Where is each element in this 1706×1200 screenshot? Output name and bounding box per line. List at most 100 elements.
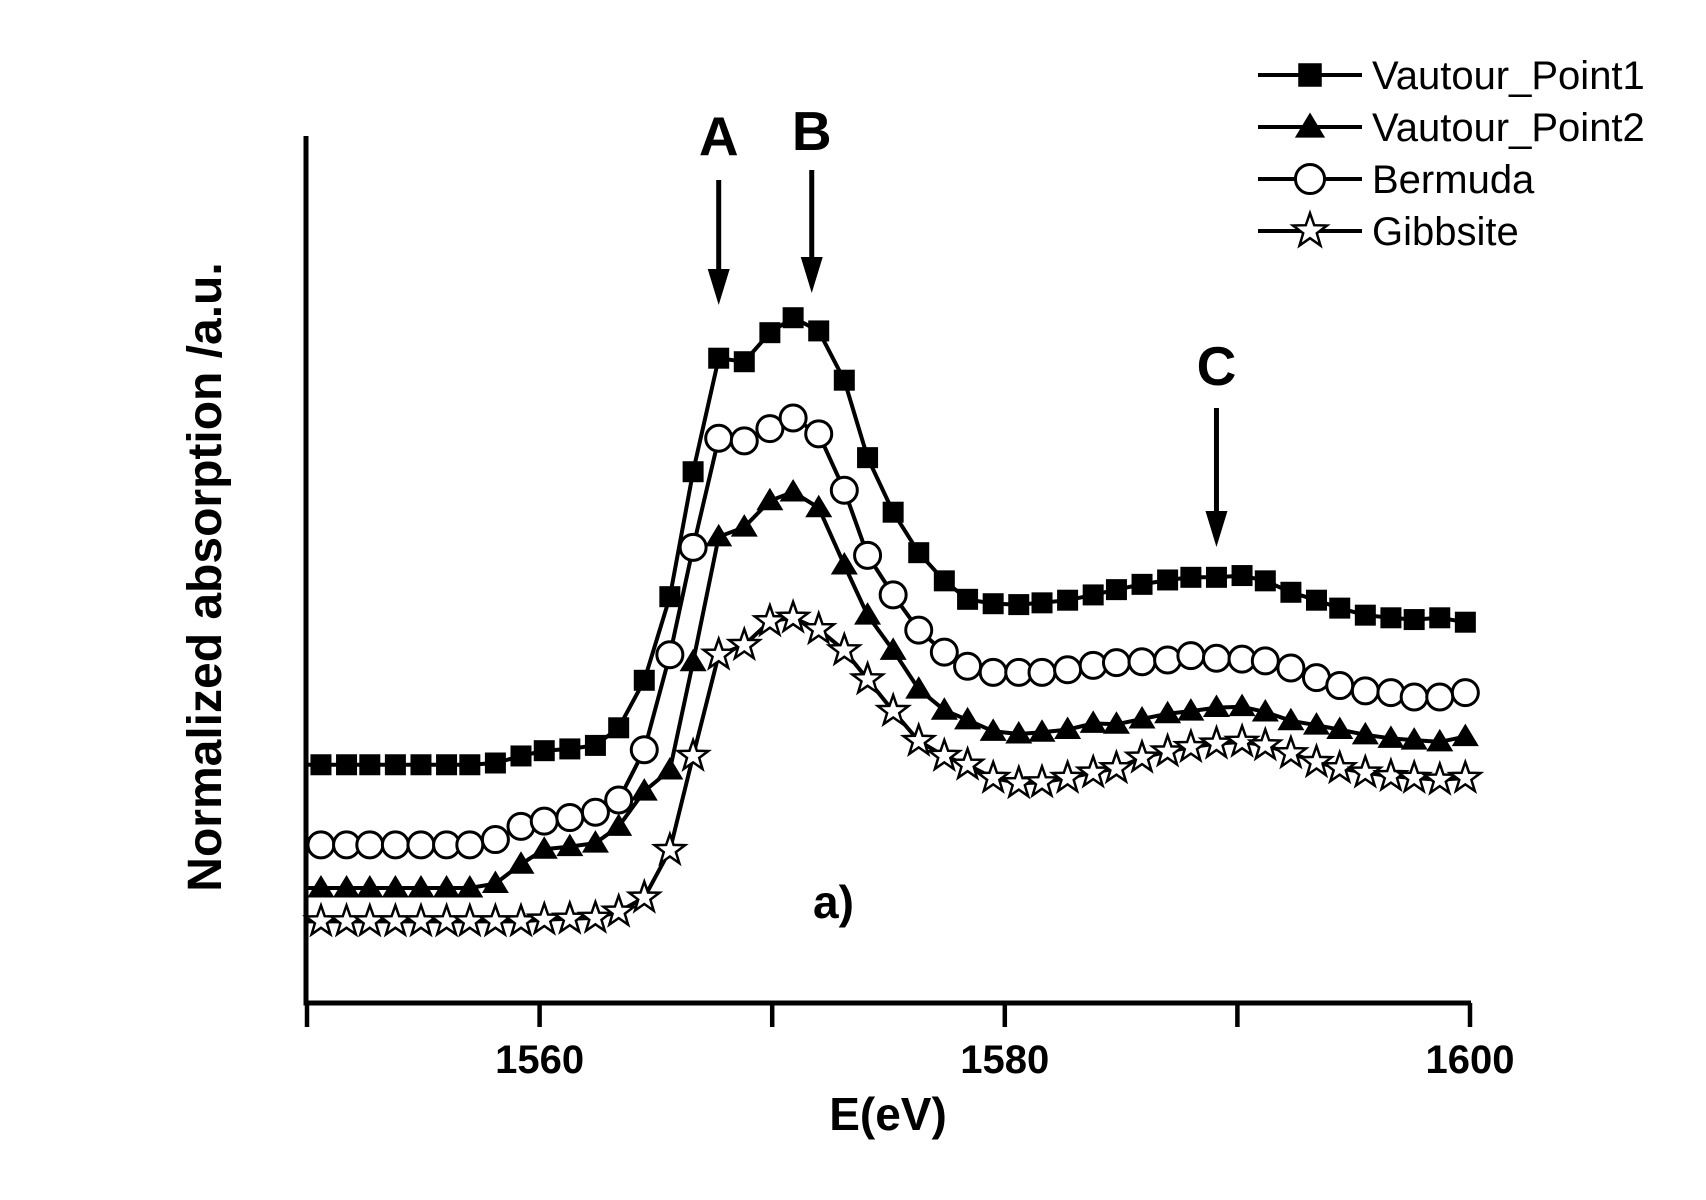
square-marker [384, 754, 406, 776]
triangle-marker [1202, 694, 1230, 718]
circle-marker [1027, 657, 1057, 687]
star-marker [402, 901, 440, 938]
square-marker [908, 542, 930, 564]
triangle-marker [879, 637, 907, 660]
star-marker [1197, 723, 1236, 760]
star-marker [1420, 759, 1459, 796]
legend-label: Gibbsite [1372, 210, 1519, 254]
star-marker [1289, 209, 1331, 249]
triangle-marker [1228, 693, 1256, 717]
star-marker [725, 625, 764, 662]
panel-label: a) [813, 876, 854, 928]
circle-marker [406, 830, 436, 860]
legend-item-gibbsite: Gibbsite [1258, 209, 1519, 254]
circle-marker [1399, 682, 1429, 712]
triangle-marker [556, 833, 584, 857]
triangle-marker [581, 830, 609, 853]
triangle-marker [854, 602, 882, 625]
triangle-marker [1054, 716, 1082, 740]
triangle-marker [1102, 711, 1130, 734]
circle-marker [380, 830, 410, 860]
triangle-marker [333, 874, 361, 898]
square-marker [1429, 607, 1451, 629]
triangle-marker [979, 718, 1007, 741]
star-marker [550, 898, 589, 935]
series-vautour-point2 [306, 478, 1479, 898]
square-marker [1082, 584, 1104, 606]
triangle-marker [1128, 706, 1156, 729]
legend-label: Vautour_Point2 [1372, 106, 1645, 150]
star-marker [1395, 758, 1434, 794]
star-marker [650, 830, 689, 867]
triangle-marker [805, 494, 833, 518]
star-marker [1074, 752, 1112, 789]
circle-marker [1276, 653, 1306, 683]
triangle-marker [830, 552, 858, 575]
square-marker [310, 754, 332, 776]
star-marker [948, 744, 987, 781]
square-marker [1305, 589, 1327, 611]
star-marker [599, 891, 638, 928]
star-marker [302, 901, 340, 938]
star-marker [999, 763, 1038, 800]
circle-marker [704, 423, 734, 453]
triangle-marker [1079, 710, 1107, 733]
circle-marker [904, 615, 934, 645]
square-marker [1131, 573, 1153, 595]
square-marker [659, 586, 681, 608]
triangle-marker [1294, 112, 1326, 138]
square-marker [484, 752, 506, 774]
star-marker [799, 609, 838, 646]
square-marker [559, 738, 581, 760]
triangle-marker [730, 514, 758, 537]
triangle-marker [1277, 707, 1305, 731]
star-marker [451, 901, 489, 938]
annotation-letter: C [1197, 335, 1237, 397]
square-marker [1354, 604, 1376, 626]
triangle-marker [1426, 728, 1454, 752]
series-line-vautour-point2 [306, 489, 1466, 890]
triangle-marker [407, 874, 435, 898]
square-marker [410, 754, 432, 776]
square-marker [759, 322, 781, 344]
star-marker [848, 659, 887, 696]
star-marker [925, 736, 964, 772]
axes-group: 1560 1580 1600 E(eV) Normalized absorption /… [179, 136, 1514, 1140]
x-tick-label: 1600 [1426, 1038, 1515, 1082]
square-marker [957, 588, 979, 610]
circle-marker [480, 825, 510, 855]
triangle-marker [1302, 712, 1330, 735]
circle-marker [1376, 678, 1406, 708]
circle-marker [1053, 655, 1083, 685]
legend-item-vautour-point1: Vautour_Point1 [1258, 54, 1645, 98]
square-marker [857, 447, 879, 469]
circle-marker [978, 657, 1008, 687]
series-gibbsite [302, 597, 1485, 938]
square-marker [1105, 579, 1127, 601]
circle-marker [755, 414, 785, 444]
square-marker [359, 754, 381, 776]
square-marker [1380, 607, 1402, 629]
star-marker [825, 630, 864, 667]
circle-marker [1325, 671, 1355, 701]
circle-marker [929, 637, 959, 667]
square-marker [733, 351, 755, 373]
star-marker [502, 901, 540, 938]
square-marker [1205, 566, 1227, 588]
square-marker [782, 307, 804, 329]
triangle-marker [656, 757, 684, 780]
star-marker [774, 597, 813, 634]
triangle-marker [530, 836, 558, 859]
square-marker [882, 501, 904, 523]
annotation-arrowhead [707, 269, 730, 305]
square-marker [833, 369, 855, 391]
circle-marker [878, 580, 908, 610]
triangle-marker [1451, 723, 1479, 747]
square-marker [982, 593, 1004, 615]
circle-marker [580, 797, 610, 827]
circle-marker [953, 651, 983, 681]
series-line-bermuda [306, 415, 1466, 847]
circle-marker [655, 640, 685, 670]
star-marker [974, 758, 1013, 794]
